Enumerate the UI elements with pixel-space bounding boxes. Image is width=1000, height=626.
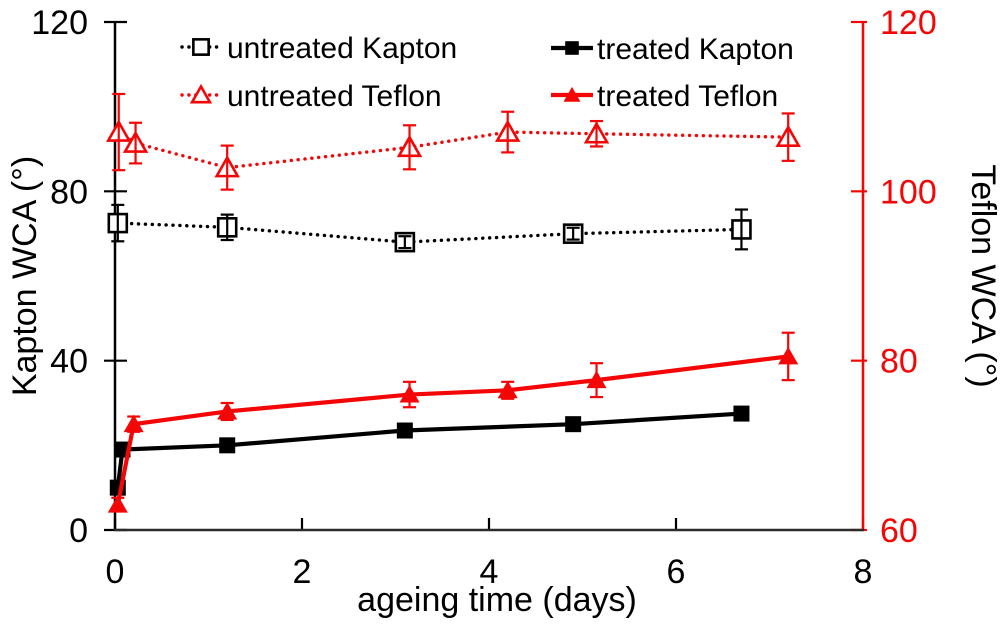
legend-marker-treated-kapton xyxy=(551,41,593,55)
legend-label-untreated-teflon: untreated Teflon xyxy=(227,80,442,113)
legend-marker-treated-teflon xyxy=(551,86,593,102)
x-tick-label: 8 xyxy=(854,553,873,591)
y-right-tick-label: 60 xyxy=(880,512,918,550)
y-right-axis-title: Teflon WCA (°) xyxy=(964,164,1000,387)
series-treated-teflon xyxy=(107,331,799,513)
series-untreated-teflon xyxy=(106,92,801,191)
y-left-tick-label: 80 xyxy=(50,173,88,211)
x-tick-label: 6 xyxy=(667,553,686,591)
x-ticks: 0 2 4 6 8 xyxy=(106,518,873,591)
axes-layer: 0 40 80 120 60 80 100 120 0 2 4 6 8 xyxy=(31,4,936,591)
legend-label-treated-teflon: treated Teflon xyxy=(597,80,778,113)
y-right-tick-label: 120 xyxy=(880,4,937,42)
x-tick-label: 0 xyxy=(106,553,125,591)
y-left-tick-label: 120 xyxy=(31,4,88,42)
y-right-ticks: 60 80 100 120 xyxy=(851,4,937,550)
y-left-axis-title: Kapton WCA (°) xyxy=(6,156,44,396)
legend: untreated Kapton untreated Teflon treate… xyxy=(180,32,794,113)
legend-marker-untreated-teflon xyxy=(180,83,222,104)
legend-marker-untreated-kapton xyxy=(180,38,222,56)
y-left-tick-label: 0 xyxy=(69,512,88,550)
x-tick-label: 4 xyxy=(480,553,499,591)
y-right-tick-label: 100 xyxy=(880,173,937,211)
x-tick-label: 2 xyxy=(293,553,312,591)
y-left-ticks: 0 40 80 120 xyxy=(31,4,127,550)
series-treated-kapton xyxy=(109,405,750,496)
series-untreated-kapton xyxy=(107,203,752,253)
y-right-tick-label: 80 xyxy=(880,343,918,381)
y-left-tick-label: 40 xyxy=(50,343,88,381)
legend-label-treated-kapton: treated Kapton xyxy=(597,33,794,66)
legend-label-untreated-kapton: untreated Kapton xyxy=(227,32,457,65)
series-layer xyxy=(106,92,801,513)
x-axis-title: ageing time (days) xyxy=(357,581,637,619)
